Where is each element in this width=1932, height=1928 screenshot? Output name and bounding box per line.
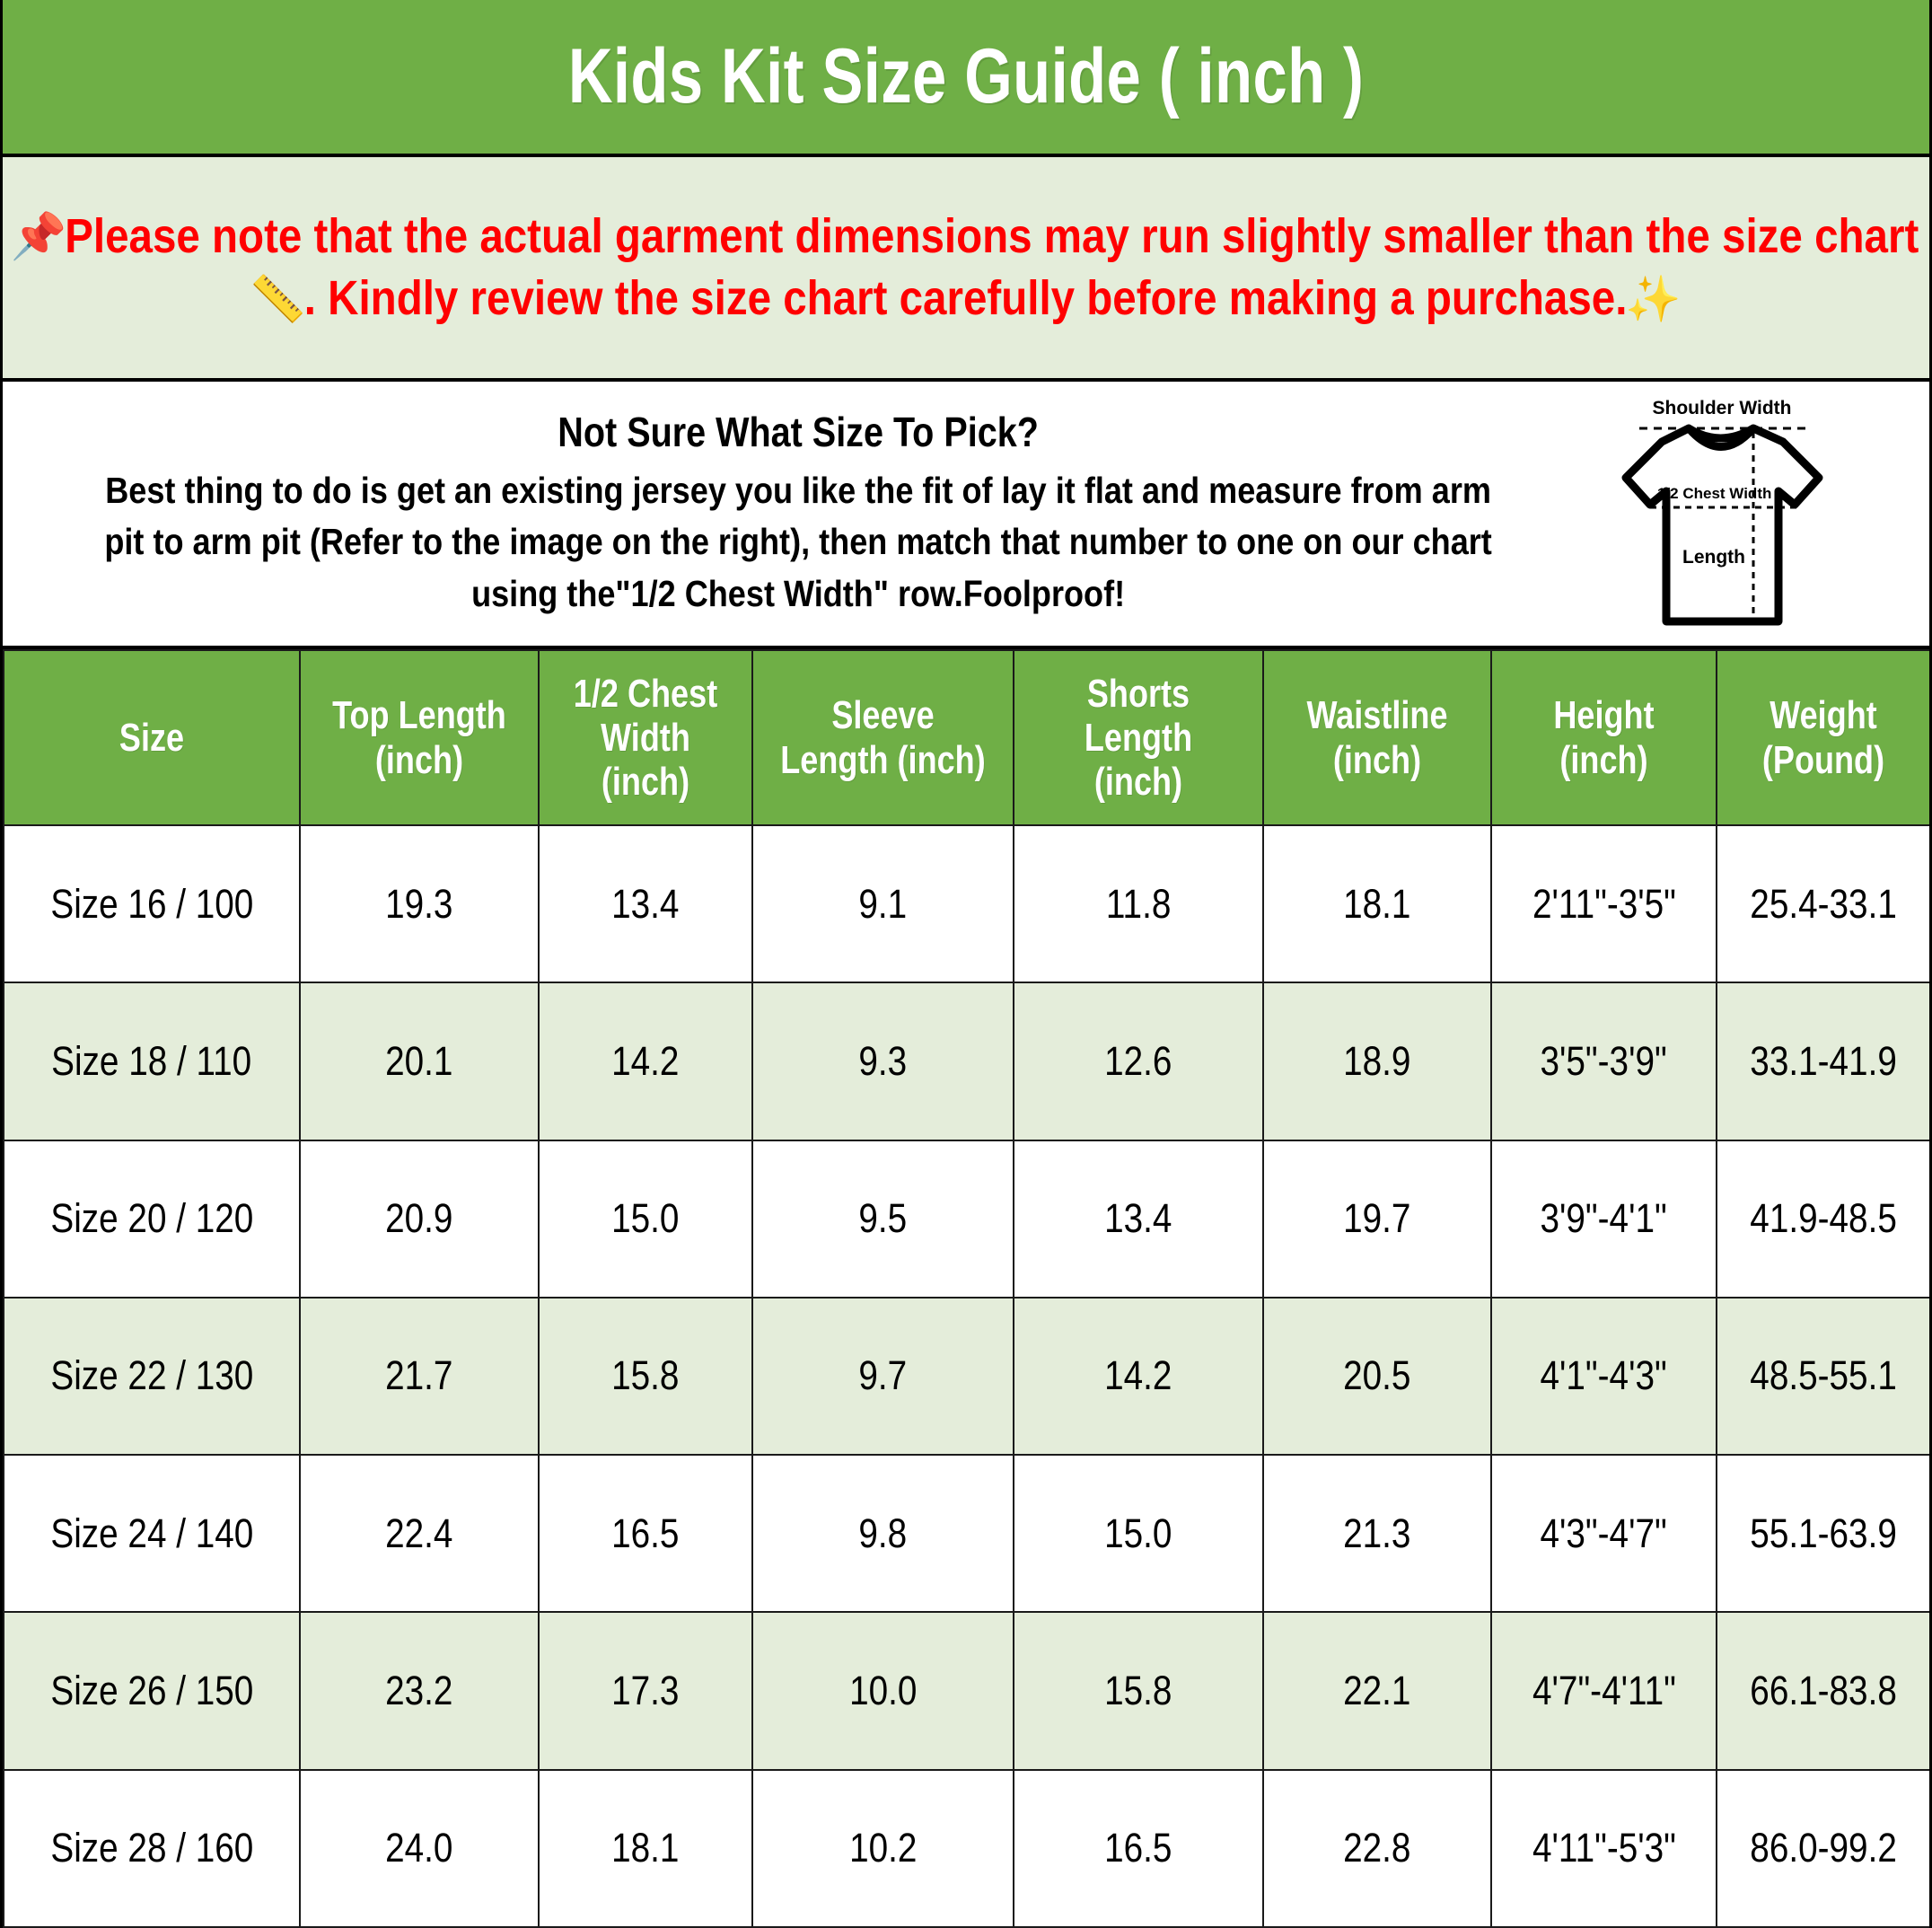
measurement-cell: 19.3 [299,823,540,984]
measurement-cell: 16.5 [538,1454,753,1614]
measurement-cell: 15.8 [1013,1611,1264,1771]
size-label-cell: Size 18 / 110 [3,982,301,1141]
measurement-cell: 20.9 [299,1139,540,1299]
measurement-cell: 9.7 [751,1296,1014,1457]
measurement-cell: 4'11"-5'3" [1490,1768,1717,1928]
advice-title: Not Sure What Size To Pick? [558,408,1039,455]
size-label-cell: Size 24 / 140 [3,1454,301,1614]
measurement-cell: 22.8 [1262,1768,1492,1928]
measurement-cell: 11.8 [1013,823,1264,984]
column-header-5: Waistline (inch) [1262,649,1492,826]
notice-line-2: 📏. Kindly review the size chart carefull… [250,268,1682,330]
ruler-icon: 📏 [250,273,307,324]
measurement-cell: 21.7 [299,1296,540,1457]
table-row: Size 24 / 140 22.4 16.5 9.8 15.0 21.3 4'3"-4'7… [3,1454,1929,1614]
measurement-cell: 10.2 [751,1768,1014,1928]
measurement-cell: 23.2 [299,1611,540,1771]
column-header-3: Sleeve Length (inch) [751,649,1014,826]
table-header-row: Size Top Length (inch) 1/2 Chest Width (inch… [3,649,1929,826]
measurement-cell: 9.1 [751,823,1014,984]
measurement-cell: 15.8 [538,1296,753,1457]
table-header: Size Top Length (inch) 1/2 Chest Width (inch… [3,649,1929,826]
measurement-cell: 4'7"-4'11" [1490,1611,1717,1771]
measurement-cell: 86.0-99.2 [1716,1768,1929,1928]
measurement-cell: 13.4 [538,823,753,984]
notice-line-1: 📌 Please note that the actual garment dim… [10,206,1919,268]
column-header-2: 1/2 Chest Width (inch) [538,649,753,826]
table-row: Size 26 / 150 23.2 17.3 10.0 15.8 22.1 4'7"-4'… [3,1611,1929,1771]
measurement-cell: 9.3 [751,982,1014,1141]
tshirt-measurement-diagram: Shoulder Width 1/2 Chest Width Length [1599,392,1929,635]
measurement-cell: 22.1 [1262,1611,1492,1771]
table-row: Size 20 / 120 20.9 15.0 9.5 13.4 19.7 3'9"-4'1… [3,1139,1929,1299]
measurement-cell: 55.1-63.9 [1716,1454,1929,1614]
measurement-cell: 17.3 [538,1611,753,1771]
size-label-cell: Size 28 / 160 [3,1768,301,1928]
measurement-cell: 33.1-41.9 [1716,982,1929,1141]
measurement-cell: 15.0 [1013,1454,1264,1614]
size-label-cell: Size 16 / 100 [3,823,301,984]
measurement-cell: 20.1 [299,982,540,1141]
column-header-4: Shorts Length (inch) [1013,649,1264,826]
column-header-6: Height (inch) [1490,649,1717,826]
length-label: Length [1682,547,1745,568]
measurement-cell: 9.5 [751,1139,1014,1299]
header-banner: Kids Kit Size Guide ( inch ) [3,0,1929,157]
page-title: Kids Kit Size Guide ( inch ) [567,33,1365,119]
measurement-cell: 14.2 [1013,1296,1264,1457]
table-row: Size 16 / 100 19.3 13.4 9.1 11.8 18.1 2'11"-3'… [3,823,1929,984]
measurement-cell: 4'1"-4'3" [1490,1296,1717,1457]
size-label-cell: Size 20 / 120 [3,1139,301,1299]
measurement-cell: 2'11"-3'5" [1490,823,1717,984]
column-header-1: Top Length (inch) [299,649,540,826]
advice-body: Best thing to do is get an existing jers… [104,465,1491,620]
sparkles-icon: ✨ [1625,273,1682,324]
measurement-cell: 18.1 [538,1768,753,1928]
table-row: Size 28 / 160 24.0 18.1 10.2 16.5 22.8 4'11"-5… [3,1768,1929,1928]
measurement-cell: 3'9"-4'1" [1490,1139,1717,1299]
notice-text-2: . Kindly review the size chart carefully… [304,271,1628,325]
measurement-cell: 12.6 [1013,982,1264,1141]
size-label-cell: Size 22 / 130 [3,1296,301,1457]
tshirt-icon: Shoulder Width 1/2 Chest Width Length [1621,398,1823,626]
measurement-cell: 18.9 [1262,982,1492,1141]
table-row: Size 18 / 110 20.1 14.2 9.3 12.6 18.9 3'5"-3'9… [3,982,1929,1141]
measurement-cell: 25.4-33.1 [1716,823,1929,984]
measurement-cell: 20.5 [1262,1296,1492,1457]
measurement-cell: 15.0 [538,1139,753,1299]
measurement-cell: 21.3 [1262,1454,1492,1614]
notice-band: 📌 Please note that the actual garment dim… [3,157,1929,382]
column-header-0: Size [3,649,301,826]
measurement-cell: 22.4 [299,1454,540,1614]
advice-body-line-1: Best thing to do is get an existing jers… [105,469,1491,511]
measurement-cell: 3'5"-3'9" [1490,982,1717,1141]
measurement-cell: 9.8 [751,1454,1014,1614]
chest-width-label: 1/2 Chest Width [1657,485,1771,502]
size-label-cell: Size 26 / 150 [3,1611,301,1771]
measurement-cell: 10.0 [751,1611,1014,1771]
advice-body-line-2: pit to arm pit (Refer to the image on th… [104,521,1492,563]
measurement-cell: 14.2 [538,982,753,1141]
measurement-cell: 48.5-55.1 [1716,1296,1929,1457]
notice-text-1: Please note that the actual garment dime… [64,208,1919,263]
measurement-cell: 4'3"-4'7" [1490,1454,1717,1614]
measurement-cell: 16.5 [1013,1768,1264,1928]
pushpin-icon: 📌 [10,211,66,262]
advice-body-line-3: using the"1/2 Chest Width" row.Foolproof… [471,572,1126,614]
measurement-cell: 13.4 [1013,1139,1264,1299]
advice-text-block: Not Sure What Size To Pick? Best thing t… [3,408,1599,620]
measurement-cell: 24.0 [299,1768,540,1928]
size-chart-table: Size Top Length (inch) 1/2 Chest Width (inch… [3,649,1929,1928]
advice-band: Not Sure What Size To Pick? Best thing t… [3,382,1929,649]
measurement-cell: 18.1 [1262,823,1492,984]
column-header-7: Weight (Pound) [1716,649,1929,826]
table-row: Size 22 / 130 21.7 15.8 9.7 14.2 20.5 4'1"-4'3… [3,1296,1929,1457]
table-body: Size 16 / 100 19.3 13.4 9.1 11.8 18.1 2'11"-3'… [3,823,1929,1928]
measurement-cell: 41.9-48.5 [1716,1139,1929,1299]
measurement-cell: 66.1-83.8 [1716,1611,1929,1771]
measurement-cell: 19.7 [1262,1139,1492,1299]
shoulder-width-label: Shoulder Width [1653,398,1792,418]
